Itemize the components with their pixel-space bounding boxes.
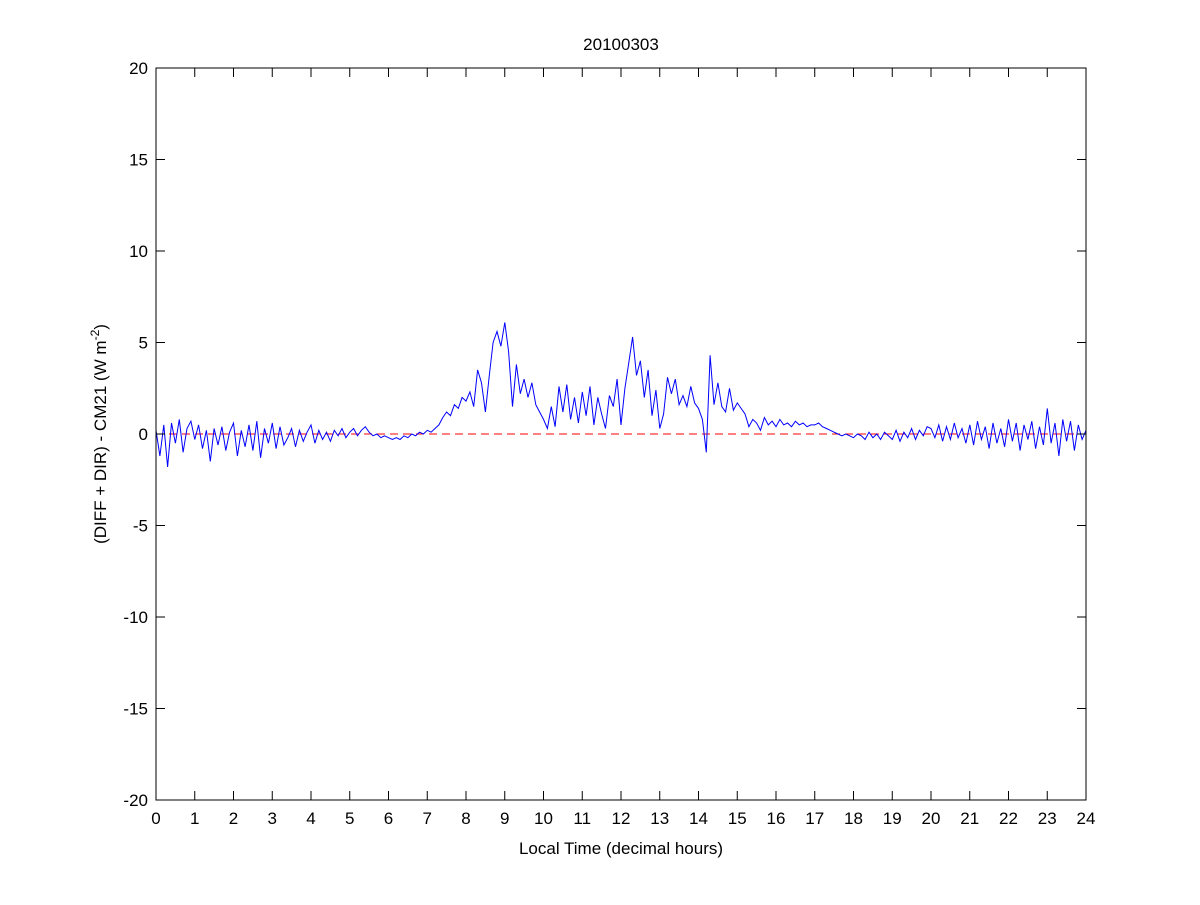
x-tick-label: 1 xyxy=(190,809,199,828)
data-series-line xyxy=(155,322,1087,467)
x-axis-label: Local Time (decimal hours) xyxy=(519,839,723,858)
y-tick-label: 10 xyxy=(129,242,148,261)
y-tick-label: 20 xyxy=(129,59,148,78)
x-tick-label: 17 xyxy=(805,809,824,828)
y-tick-label: -10 xyxy=(123,608,148,627)
x-tick-label: 11 xyxy=(573,809,591,828)
x-tick-label: 15 xyxy=(728,809,747,828)
plot-area: 0 1 2 3 4 5 6 7 8 9 10 11 12 13 14 15 16 17 18 19 20 21 22 23 24… xyxy=(123,59,1095,828)
y-axis-label: (DIFF + DIR) - CM21 (W m-2) xyxy=(88,324,110,544)
x-tick-label: 13 xyxy=(650,809,669,828)
y-tick-label: -15 xyxy=(123,700,148,719)
y-axis-label-end: ) xyxy=(91,324,110,330)
x-tick-label: 0 xyxy=(151,809,160,828)
y-tick-label: 0 xyxy=(139,425,148,444)
x-tick-label: 12 xyxy=(612,809,631,828)
x-tick-label: 20 xyxy=(922,809,941,828)
x-tick-label: 23 xyxy=(1038,809,1057,828)
x-tick-label: 24 xyxy=(1077,809,1096,828)
x-tick-label: 22 xyxy=(999,809,1018,828)
plot-background xyxy=(156,68,1086,800)
chart-title: 20100303 xyxy=(583,35,659,54)
x-tick-label: 8 xyxy=(461,809,470,828)
y-tick-label: 15 xyxy=(129,151,148,170)
x-tick-label: 10 xyxy=(534,809,553,828)
y-tick-label: -5 xyxy=(133,517,148,536)
x-tick-label: 14 xyxy=(689,809,708,828)
x-tick-label: 19 xyxy=(883,809,902,828)
x-tick-label: 4 xyxy=(306,809,315,828)
x-tick-label: 6 xyxy=(384,809,393,828)
y-axis-label-main: (DIFF + DIR) - CM21 (W m xyxy=(91,340,110,544)
x-tick-label: 3 xyxy=(268,809,277,828)
x-tick-label: 5 xyxy=(345,809,354,828)
y-tick-label: -20 xyxy=(123,791,148,810)
x-tick-label: 16 xyxy=(767,809,786,828)
x-tick-label: 7 xyxy=(423,809,432,828)
x-tick-label: 2 xyxy=(229,809,238,828)
x-tick-label: 9 xyxy=(500,809,509,828)
y-tick-label: 5 xyxy=(139,334,148,353)
x-tick-label: 18 xyxy=(844,809,863,828)
y-axis-label-superscript: -2 xyxy=(88,329,102,340)
x-tick-label: 21 xyxy=(960,809,979,828)
